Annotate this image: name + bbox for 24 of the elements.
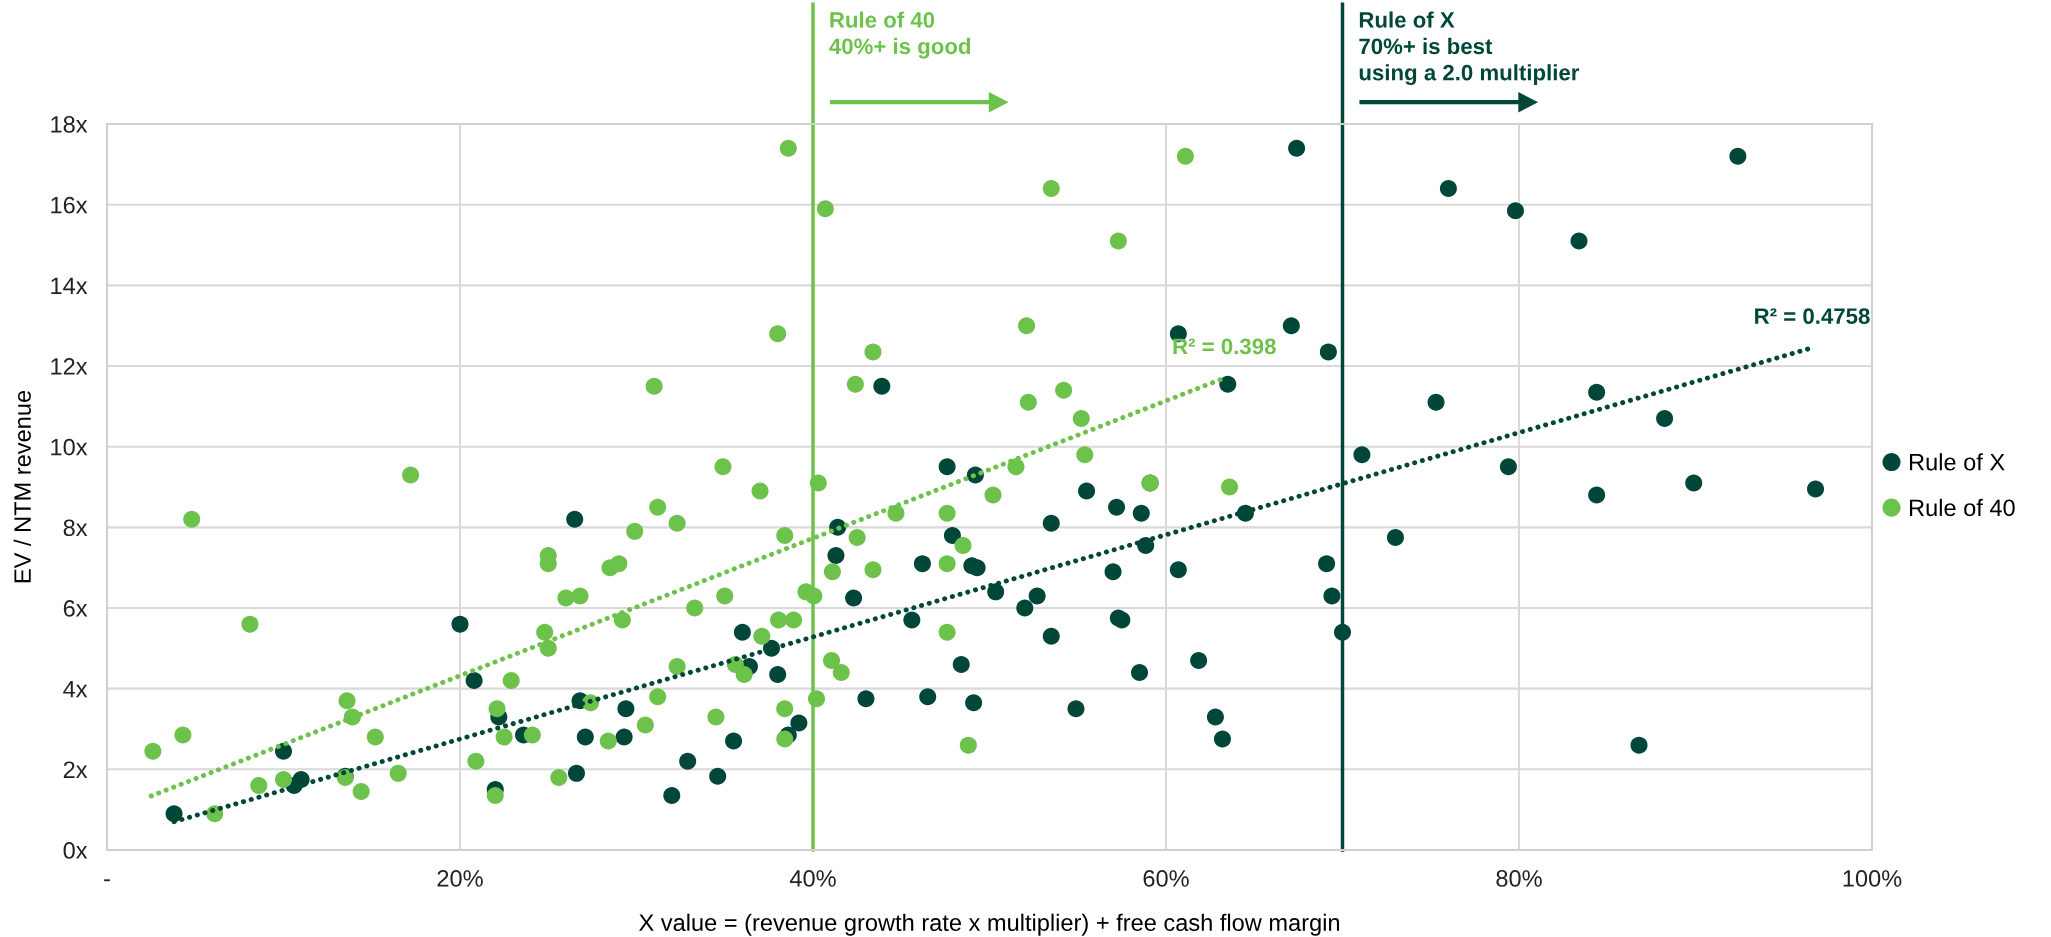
legend-label: Rule of 40 <box>1909 498 2015 517</box>
x-tick-label: - <box>104 879 110 882</box>
annotation: R² = 0.4758 <box>1755 308 1870 325</box>
y-tick-label: 4x <box>63 680 88 698</box>
y-tick-label: 10x <box>51 438 88 456</box>
x-tick-label: 20% <box>437 870 483 887</box>
y-tick-label: 12x <box>51 358 88 375</box>
y-tick-label: 18x <box>51 116 88 133</box>
y-tick-label: 8x <box>63 519 88 537</box>
legend-label: Rule of X <box>1909 453 2005 471</box>
y-tick-label: 6x <box>63 600 88 617</box>
ref-line-label: Rule of X 70%+ is best using a 2.0 multiplier <box>1359 11 1580 85</box>
y-tick-label: 2x <box>63 761 88 778</box>
y-tick-label: 16x <box>51 196 88 214</box>
x-tick-label: 80% <box>1496 870 1542 887</box>
x-tick-label: 100% <box>1843 870 1902 887</box>
x-tick-label: 40% <box>789 870 836 887</box>
x-axis-title: X value = (revenue growth rate x multiplier) + free cash flow margin <box>639 913 1340 936</box>
x-tick-label: 60% <box>1143 870 1189 887</box>
ref-line-label: Rule of 40 40%+ is good <box>829 11 971 59</box>
annotation: R² = 0.398 <box>1173 338 1276 355</box>
y-tick-label: 0x <box>63 842 88 859</box>
y-tick-label: 14x <box>51 277 88 294</box>
y-axis-title: EV / NTM revenue <box>13 390 31 583</box>
